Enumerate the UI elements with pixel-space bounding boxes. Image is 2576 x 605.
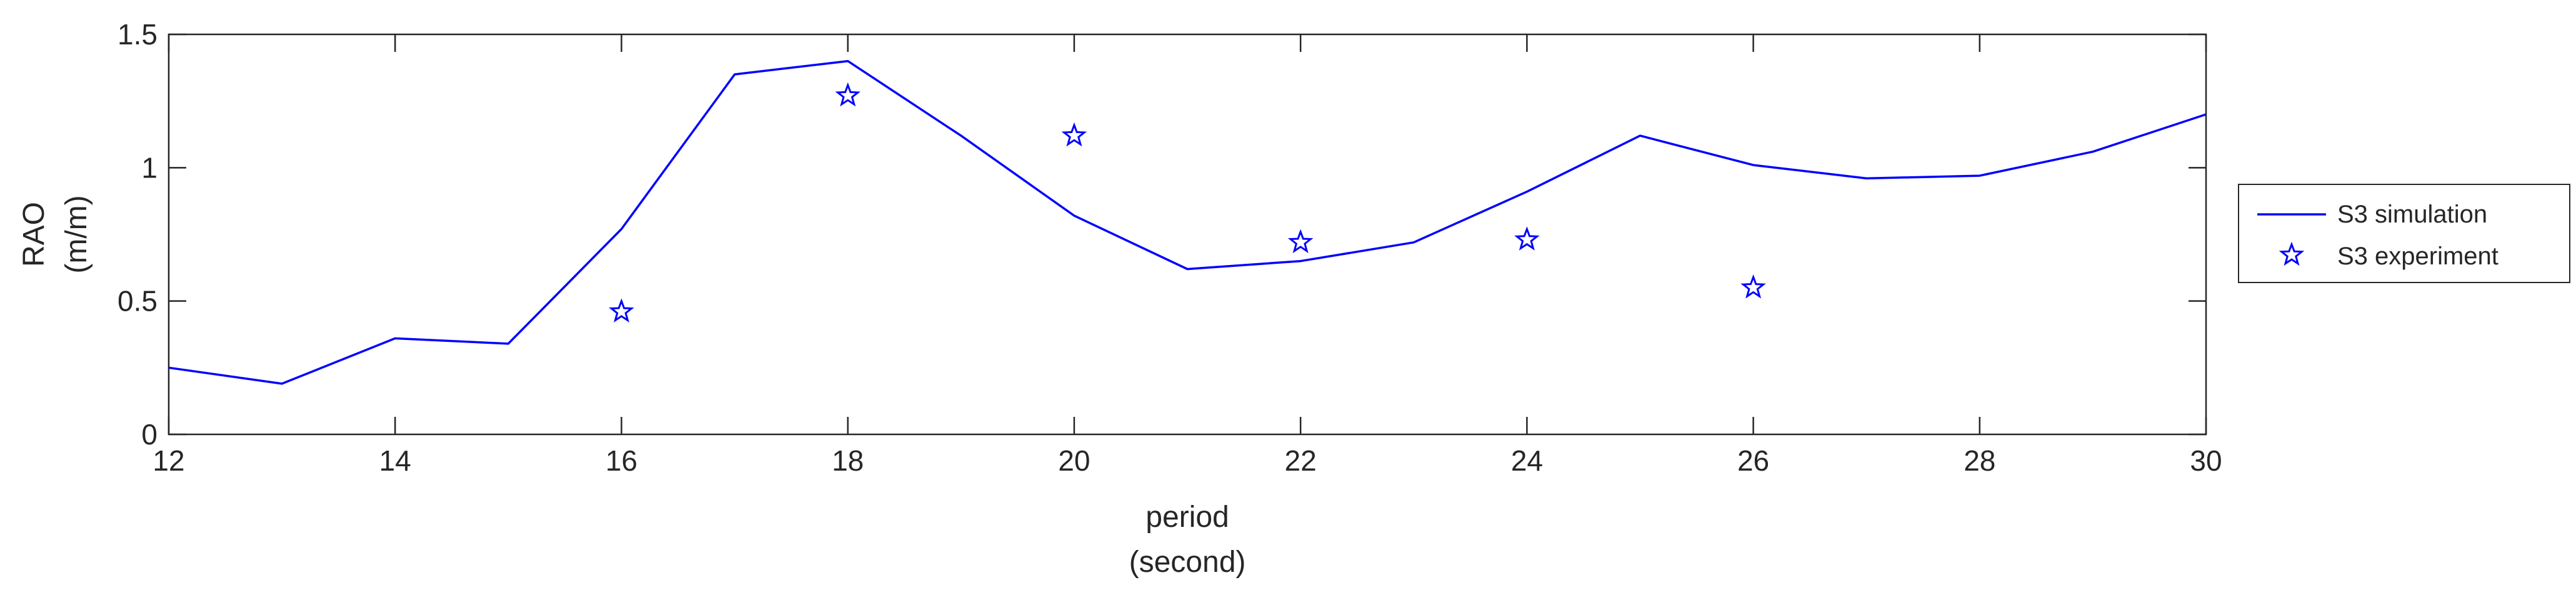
axis-labels: period (second) RAO (m/m) bbox=[17, 195, 1246, 579]
experiment-star-point bbox=[1061, 122, 1087, 147]
y-axis-label-line-2: (m/m) bbox=[60, 195, 93, 273]
x-axis-label-line-2: (second) bbox=[1129, 546, 1246, 579]
y-tick-label: 0 bbox=[141, 418, 157, 451]
x-tick-label: 14 bbox=[379, 444, 411, 477]
plot-area bbox=[167, 33, 2207, 436]
legend-star-marker bbox=[2279, 241, 2305, 266]
x-tick-label: 16 bbox=[606, 444, 637, 477]
legend-label-simulation: S3 simulation bbox=[2337, 201, 2487, 228]
y-tick-label: 1 bbox=[141, 151, 157, 184]
experiment-star-point bbox=[1514, 226, 1540, 251]
x-tick-label: 28 bbox=[1964, 444, 1995, 477]
x-tick-label: 22 bbox=[1285, 444, 1317, 477]
axes: 12 14 16 18 20 22 24 26 28 30 0 0.5 1 1.5 bbox=[117, 18, 2222, 477]
experiment-star-point bbox=[1287, 229, 1314, 254]
experiment-star-point bbox=[609, 298, 634, 322]
experiment-star-point bbox=[835, 82, 861, 107]
series-layer bbox=[168, 59, 2207, 385]
legend-label-experiment: S3 experiment bbox=[2337, 242, 2499, 270]
x-tick-label: 20 bbox=[1058, 444, 1090, 477]
series-line-simulation bbox=[168, 59, 2207, 385]
x-tick-label: 18 bbox=[832, 444, 864, 477]
x-tick-label: 24 bbox=[1511, 444, 1543, 477]
x-tick-label: 26 bbox=[1737, 444, 1769, 477]
legend-star-icon bbox=[2279, 241, 2305, 266]
y-axis-label-line-1: RAO bbox=[17, 202, 51, 267]
x-axis-label-line-1: period bbox=[1146, 501, 1229, 534]
legend-box bbox=[2238, 184, 2570, 283]
experiment-star-point bbox=[1740, 274, 1766, 299]
x-tick-label: 12 bbox=[152, 444, 184, 477]
y-tick-label: 1.5 bbox=[117, 18, 157, 51]
x-tick-label: 30 bbox=[2190, 444, 2222, 477]
legend: S3 simulation S3 experiment bbox=[2238, 184, 2570, 283]
y-tick-label: 0.5 bbox=[117, 285, 157, 318]
